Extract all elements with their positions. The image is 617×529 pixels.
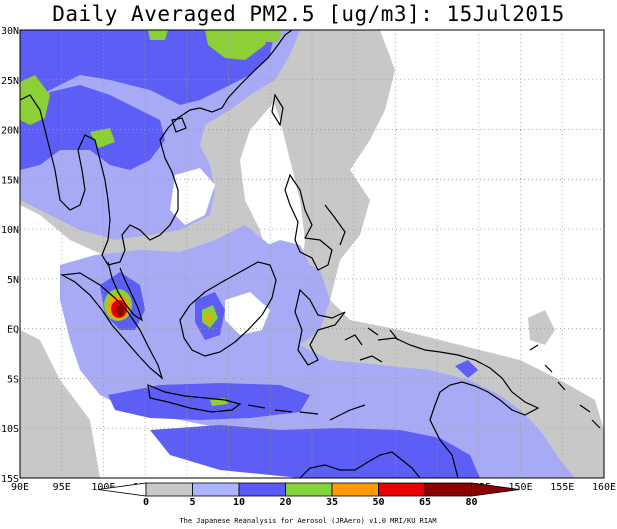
coast-malay-peninsula (107, 261, 144, 322)
coastlines (20, 30, 601, 478)
lon-tick-label: 155E (550, 482, 574, 493)
colorbar-label: 5 (189, 497, 195, 508)
lat-tick-label: EQ (7, 325, 19, 336)
green-area-china (205, 30, 270, 60)
white-pocket-borneo (225, 292, 270, 335)
colorbar-segment (424, 482, 472, 497)
lon-tick-label: 100E (91, 482, 115, 493)
colorbar-segment (331, 482, 379, 497)
colorbar-segment (192, 482, 240, 497)
lon-tick-label: 160E (592, 482, 616, 493)
colorbar-segment (238, 482, 286, 497)
gray-area-ne-patch (528, 310, 555, 345)
coast-lesser-sunda (247, 404, 366, 421)
colorbar-label: 50 (372, 497, 384, 508)
white-pocket-gulf (170, 168, 215, 225)
colorbar-label: 10 (233, 497, 245, 508)
lon-tick-label: 95E (53, 482, 71, 493)
colorbar-label: 20 (279, 497, 291, 508)
lon-tick-label: 150E (509, 482, 533, 493)
colorbar-segment (378, 482, 426, 497)
lat-tick-label: 25N (1, 76, 19, 87)
blue-area-newguinea (455, 360, 478, 378)
lat-tick-label: 10N (1, 225, 19, 236)
blue-area-china (20, 30, 275, 110)
colorbar-label: 65 (419, 497, 431, 508)
colorbar-label: 80 (465, 497, 477, 508)
lat-tick-label: 10S (1, 424, 19, 435)
blue-area-south-band (150, 425, 480, 478)
lon-tick-label: 90E (11, 482, 29, 493)
gray-area-sw (20, 330, 100, 478)
latitude-tick-labels: 30N 25N 20N 15N 10N 5N EQ 5S 10S 15S (1, 26, 19, 485)
borneo-orange-spot (205, 314, 211, 322)
coast-moluccas (344, 327, 399, 363)
coast-borneo (179, 261, 277, 357)
gridlines (20, 30, 604, 478)
blue-area-java-band (108, 383, 310, 420)
lat-tick-label: 5N (7, 275, 19, 286)
colorbar-segment (285, 482, 333, 497)
coast-india-myanmar (20, 30, 293, 266)
green-area-northwest (20, 75, 50, 125)
coast-australia (299, 451, 421, 478)
coast-pacific-islands (529, 344, 601, 429)
sumatra-darkred-core (116, 306, 124, 316)
colorbar-segment (145, 482, 193, 497)
plot-frame (19, 29, 605, 479)
colorbar-label: 35 (326, 497, 338, 508)
coast-newguinea (377, 337, 540, 478)
colorbar-upper-triangle (471, 482, 520, 497)
coast-java (147, 384, 242, 413)
colorbar-label: 0 (143, 497, 149, 508)
lat-tick-label: 15S (1, 474, 19, 485)
coast-taiwan (271, 93, 284, 127)
colorbar (97, 482, 520, 497)
map-title: Daily Averaged PM2.5 [ug/m3]: 15Jul2015 (52, 2, 565, 26)
green-area-south-china (148, 30, 168, 40)
blue-area-indochina (20, 85, 165, 170)
coast-hainan (171, 117, 187, 133)
coast-sulawesi (294, 288, 346, 366)
lightblue-area-borneo-north (255, 240, 310, 275)
green-area-ne-small (262, 30, 282, 42)
lat-tick-label: 5S (7, 374, 19, 385)
coast-philippines (284, 173, 346, 271)
colorbar-labels: 0 5 10 20 35 50 65 80 (143, 497, 478, 508)
lat-tick-label: 15N (1, 175, 19, 186)
lat-tick-label: 30N (1, 26, 19, 37)
lat-tick-label: 20N (1, 126, 19, 137)
coast-sumatra (60, 272, 164, 380)
credit-text: The Japanese Reanalysis for Aerosol (JRA… (179, 517, 436, 525)
